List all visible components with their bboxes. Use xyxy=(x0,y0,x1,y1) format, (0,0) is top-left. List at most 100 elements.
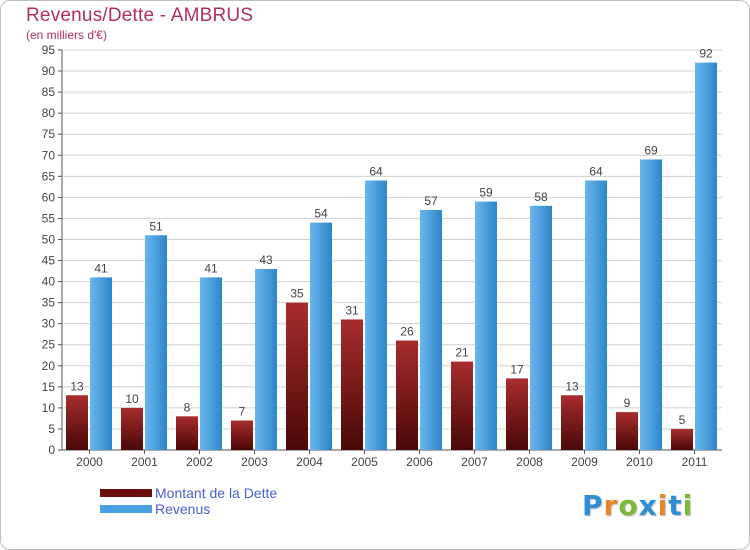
bar-debt xyxy=(121,407,143,450)
y-tick-label: 70 xyxy=(42,148,56,162)
logo-letter: x xyxy=(638,489,658,522)
y-tick-label: 85 xyxy=(42,85,56,99)
y-tick-label: 50 xyxy=(42,232,56,246)
bar-revenue xyxy=(255,268,277,450)
labels: 0510152025303540455055606570758085909520… xyxy=(42,43,713,469)
logo-letter: P xyxy=(582,489,604,522)
y-tick-label: 65 xyxy=(42,169,56,183)
data-label-revenue: 41 xyxy=(204,261,218,275)
bar-revenue xyxy=(585,180,607,451)
x-tick-label: 2000 xyxy=(76,455,103,469)
x-tick-label: 2004 xyxy=(296,455,323,469)
logo-letter: o xyxy=(618,489,639,522)
bar-debt xyxy=(506,378,528,450)
bar-debt xyxy=(616,412,638,450)
bar-revenue xyxy=(200,277,222,450)
legend-swatch-revenue xyxy=(100,505,152,513)
data-label-revenue: 92 xyxy=(699,47,713,61)
bar-revenue xyxy=(695,62,717,450)
data-label-debt: 9 xyxy=(624,396,631,410)
data-label-revenue: 58 xyxy=(534,190,548,204)
data-label-debt: 13 xyxy=(565,379,579,393)
data-label-revenue: 64 xyxy=(369,165,383,179)
y-tick-label: 40 xyxy=(42,275,56,289)
data-label-revenue: 57 xyxy=(424,194,438,208)
bar-revenue xyxy=(530,205,552,450)
bar-debt xyxy=(66,395,88,450)
x-tick-label: 2008 xyxy=(516,455,543,469)
y-tick-label: 45 xyxy=(42,254,56,268)
proxiti-logo: Proxiti xyxy=(582,489,693,522)
y-tick-label: 0 xyxy=(48,443,55,457)
bar-revenue xyxy=(640,159,662,450)
data-label-revenue: 43 xyxy=(259,253,273,267)
data-label-revenue: 54 xyxy=(314,207,328,221)
y-tick-label: 25 xyxy=(42,338,56,352)
y-tick-label: 10 xyxy=(42,401,56,415)
data-label-debt: 7 xyxy=(239,405,246,419)
chart-subtitle: (en milliers d'€) xyxy=(26,28,107,42)
bar-debt xyxy=(341,319,363,450)
y-tick-label: 20 xyxy=(42,359,56,373)
y-tick-label: 55 xyxy=(42,211,56,225)
bar-debt xyxy=(231,420,253,450)
logo-letter: r xyxy=(603,489,619,522)
legend-label-debt: Montant de la Dette xyxy=(155,485,278,501)
x-tick-label: 2001 xyxy=(131,455,158,469)
legend-label-revenue: Revenus xyxy=(155,501,211,517)
data-label-debt: 35 xyxy=(290,287,304,301)
plot-area xyxy=(62,50,722,450)
logo-letter: i xyxy=(657,489,669,522)
data-label-debt: 26 xyxy=(400,325,414,339)
bar-revenue xyxy=(420,210,442,450)
bar-debt xyxy=(396,340,418,450)
bar-debt xyxy=(176,416,198,450)
bars xyxy=(66,62,717,451)
data-label-debt: 10 xyxy=(125,392,139,406)
bar-revenue xyxy=(90,277,112,450)
x-tick-label: 2007 xyxy=(461,455,488,469)
x-tick-label: 2003 xyxy=(241,455,268,469)
logo-letter: t xyxy=(668,489,683,522)
data-label-revenue: 69 xyxy=(644,143,658,157)
bar-revenue xyxy=(475,201,497,450)
data-label-debt: 31 xyxy=(345,303,359,317)
bar-debt xyxy=(286,302,308,450)
data-label-debt: 8 xyxy=(184,400,191,414)
legend-swatch-debt xyxy=(100,489,152,497)
data-label-revenue: 51 xyxy=(149,219,163,233)
axes xyxy=(58,49,722,454)
y-tick-label: 60 xyxy=(42,190,56,204)
data-label-debt: 17 xyxy=(510,362,524,376)
bar-debt xyxy=(671,428,693,450)
y-tick-label: 35 xyxy=(42,296,56,310)
y-tick-label: 90 xyxy=(42,64,56,78)
data-label-debt: 5 xyxy=(679,413,686,427)
y-tick-label: 30 xyxy=(42,317,56,331)
chart-title: Revenus/Dette - AMBRUS xyxy=(26,5,254,26)
x-tick-label: 2005 xyxy=(351,455,378,469)
logo-letter: i xyxy=(682,489,694,522)
x-tick-label: 2010 xyxy=(626,455,653,469)
x-tick-label: 2002 xyxy=(186,455,213,469)
x-tick-label: 2011 xyxy=(682,455,708,469)
grid-lines xyxy=(62,49,722,451)
data-label-debt: 13 xyxy=(70,379,84,393)
bar-revenue xyxy=(310,222,332,450)
y-tick-label: 80 xyxy=(42,106,56,120)
x-tick-label: 2009 xyxy=(571,455,598,469)
bar-revenue xyxy=(365,180,387,451)
x-tick-label: 2006 xyxy=(406,455,433,469)
y-tick-label: 95 xyxy=(42,43,56,57)
data-label-revenue: 59 xyxy=(479,186,493,200)
bar-debt xyxy=(561,395,583,450)
y-tick-label: 15 xyxy=(42,380,56,394)
data-label-revenue: 64 xyxy=(589,165,603,179)
y-tick-label: 75 xyxy=(42,127,56,141)
y-tick-label: 5 xyxy=(48,422,55,436)
bar-revenue xyxy=(145,235,167,450)
data-label-debt: 21 xyxy=(455,346,469,360)
bar-debt xyxy=(451,361,473,450)
data-label-revenue: 41 xyxy=(94,261,108,275)
